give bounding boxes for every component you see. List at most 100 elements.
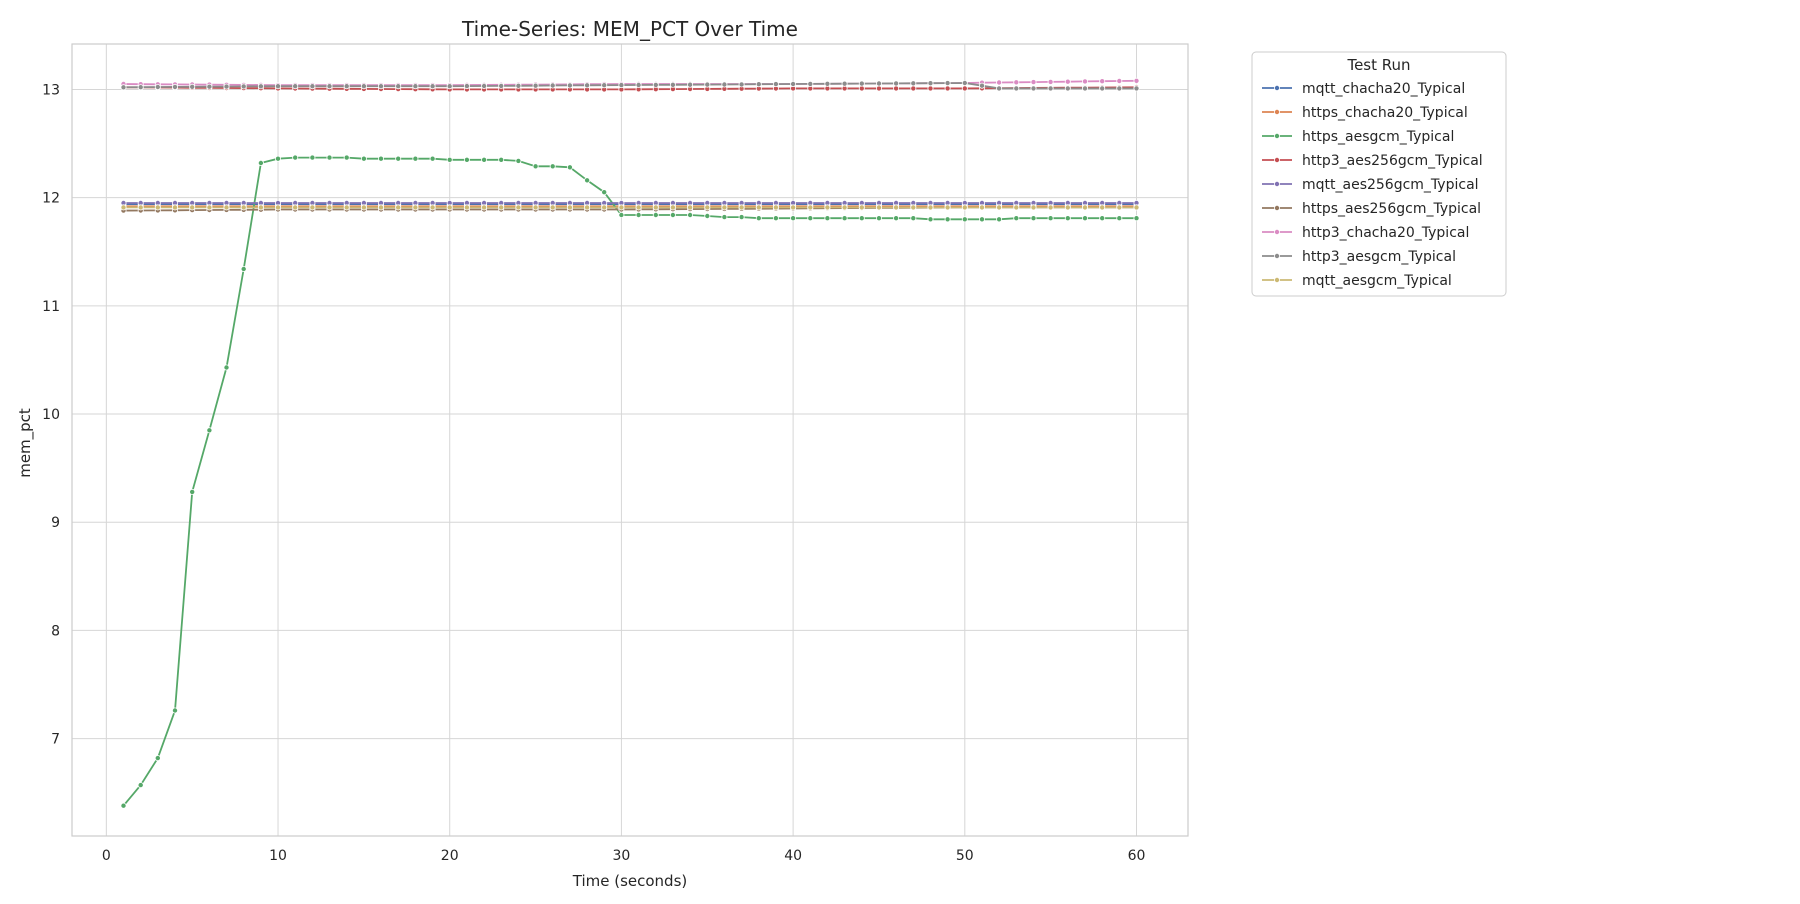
data-point [927,80,934,87]
chart-title: Time-Series: MEM_PCT Over Time [461,17,798,41]
data-point [635,211,642,218]
data-point [429,204,436,211]
data-point [1082,215,1089,222]
data-point [223,364,230,371]
data-point [343,204,350,211]
data-point [171,204,178,211]
x-tick-label: 10 [269,848,287,864]
data-point [532,82,539,89]
data-point [240,83,247,90]
data-point [171,83,178,90]
data-point [292,154,299,161]
legend-swatch-marker [1274,85,1281,92]
data-point [1116,78,1123,85]
data-point [841,215,848,222]
data-point [1099,78,1106,85]
y-tick-label: 10 [42,407,60,423]
data-point [223,204,230,211]
data-point [910,80,917,87]
data-point [1064,215,1071,222]
data-point [360,204,367,211]
data-point [257,204,264,211]
data-point [738,204,745,211]
data-point [1133,204,1140,211]
plot-frame [71,43,1189,837]
data-point [1047,215,1054,222]
legend-item: https_chacha20_Typical [1262,105,1468,121]
legend-label: https_aes256gcm_Typical [1302,201,1481,217]
data-point [446,204,453,211]
data-point [549,204,556,211]
data-point [584,177,591,184]
x-tick-label: 0 [102,848,111,864]
data-point [137,84,144,91]
data-point [704,212,711,219]
data-point [927,204,934,211]
data-point [292,83,299,90]
data-point [120,802,127,809]
data-point [635,82,642,89]
legend-swatch-marker [1274,276,1281,283]
data-point [1133,77,1140,84]
data-point [755,215,762,222]
data-point [944,80,951,87]
legend-item: http3_chacha20_Typical [1262,225,1469,241]
data-point [876,80,883,87]
data-point [910,85,917,92]
data-point [1013,79,1020,86]
legend-label: http3_chacha20_Typical [1302,225,1469,241]
data-point [1116,85,1123,92]
data-point [1064,78,1071,85]
data-point [996,85,1003,92]
data-point [309,83,316,90]
data-point [807,204,814,211]
data-point [1133,85,1140,92]
legend-item: mqtt_chacha20_Typical [1262,81,1465,97]
data-point [498,204,505,211]
data-point [137,204,144,211]
data-point [979,216,986,223]
data-point [910,204,917,211]
data-point [429,155,436,162]
x-tick-label: 60 [1128,848,1146,864]
data-point [309,204,316,211]
y-tick-label: 12 [42,191,60,207]
legend-swatch-marker [1274,228,1281,235]
data-point [257,83,264,90]
x-tick-label: 20 [441,848,459,864]
data-point [326,204,333,211]
data-point [1030,204,1037,211]
data-point [893,215,900,222]
data-point [549,82,556,89]
y-tick-label: 13 [42,82,60,98]
data-point [721,214,728,221]
legend-item: http3_aesgcm_Typical [1262,249,1456,265]
data-point [738,214,745,221]
data-point [549,163,556,170]
legend-items: mqtt_chacha20_Typical https_chacha20_Typi… [1262,81,1483,289]
data-point [996,79,1003,86]
data-point [154,755,161,762]
data-point [1030,85,1037,92]
data-point [481,156,488,163]
data-point [979,82,986,89]
data-point [772,81,779,88]
data-point [669,81,676,88]
data-point [721,81,728,88]
data-point [206,427,213,434]
data-point [1099,215,1106,222]
data-point [961,80,968,87]
data-point [446,83,453,90]
data-point [858,80,865,87]
data-point [566,164,573,171]
data-point [463,156,470,163]
data-point [377,155,384,162]
data-point [274,83,281,90]
data-point [944,204,951,211]
data-point [687,211,694,218]
data-point [893,85,900,92]
data-point [927,216,934,223]
series-layer [120,77,1140,809]
